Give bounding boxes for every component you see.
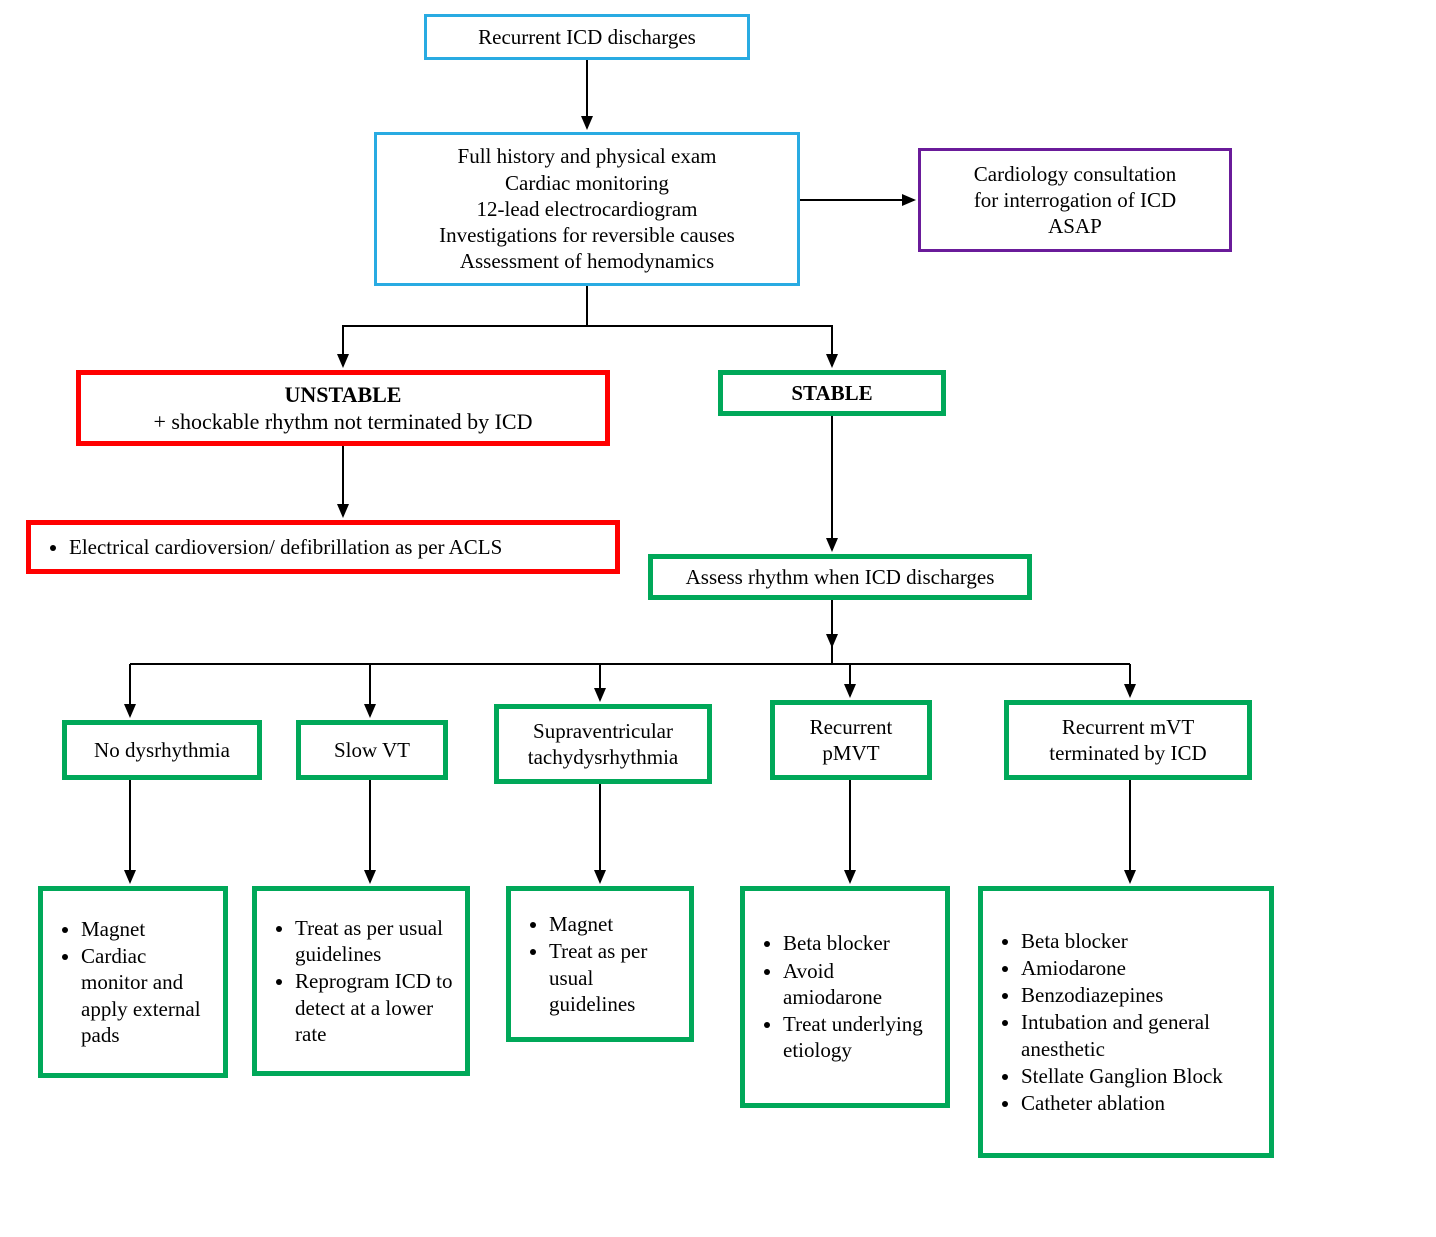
node-text: ASAP: [1048, 213, 1102, 239]
node-bullet: Treat as per usual guidelines: [549, 938, 679, 1017]
flowchart-node-n6: Electrical cardioversion/ defibrillation…: [26, 520, 620, 574]
node-bullet-list: Beta blockerAmiodaroneBenzodiazepinesInt…: [993, 928, 1259, 1117]
node-bullet: Electrical cardioversion/ defibrillation…: [69, 534, 605, 560]
flowchart-node-n9: Slow VT: [296, 720, 448, 780]
node-text: 12-lead electrocardiogram: [477, 196, 698, 222]
node-text: Full history and physical exam: [458, 143, 717, 169]
node-text: for interrogation of ICD: [974, 187, 1176, 213]
flowchart-edge-e3: [343, 286, 587, 366]
node-text: terminated by ICD: [1049, 740, 1206, 766]
flowchart-node-n2: Full history and physical examCardiac mo…: [374, 132, 800, 286]
node-bullet: Avoid amiodarone: [783, 958, 935, 1011]
node-text: Supraventricular: [533, 718, 673, 744]
node-bullet: Amiodarone: [1021, 955, 1259, 981]
node-bullet: Catheter ablation: [1021, 1090, 1259, 1116]
flowchart-canvas: Recurrent ICD discharges Full history and…: [0, 0, 1436, 1237]
node-bullet-list: Treat as per usual guidelinesReprogram I…: [267, 915, 455, 1047]
flowchart-node-n16: Beta blockerAvoid amiodaroneTreat underl…: [740, 886, 950, 1108]
node-bullet: Cardiac monitor and apply external pads: [81, 943, 213, 1048]
node-text: tachydysrhythmia: [528, 744, 678, 770]
flowchart-node-n14: Treat as per usual guidelinesReprogram I…: [252, 886, 470, 1076]
node-bullet: Benzodiazepines: [1021, 982, 1259, 1008]
node-bullet-list: Electrical cardioversion/ defibrillation…: [41, 534, 605, 560]
flowchart-node-n12: Recurrent mVTterminated by ICD: [1004, 700, 1252, 780]
flowchart-node-n3: Cardiology consultationfor interrogation…: [918, 148, 1232, 252]
node-text: No dysrhythmia: [94, 737, 230, 763]
node-text: STABLE: [791, 380, 872, 406]
flowchart-node-n5: STABLE: [718, 370, 946, 416]
node-text: Assess rhythm when ICD discharges: [686, 564, 995, 590]
flowchart-node-n8: No dysrhythmia: [62, 720, 262, 780]
node-text: Cardiology consultation: [974, 161, 1176, 187]
node-bullet: Magnet: [549, 911, 679, 937]
node-bullet-list: MagnetTreat as per usual guidelines: [521, 911, 679, 1017]
node-text: UNSTABLE: [285, 381, 402, 409]
flowchart-node-n4: UNSTABLE+ shockable rhythm not terminate…: [76, 370, 610, 446]
node-text: Recurrent ICD discharges: [478, 24, 696, 50]
node-bullet: Beta blocker: [1021, 928, 1259, 954]
node-text: pMVT: [822, 740, 879, 766]
node-text: Slow VT: [334, 737, 410, 763]
node-bullet: Treat as per usual guidelines: [295, 915, 455, 968]
node-bullet-list: Beta blockerAvoid amiodaroneTreat underl…: [755, 930, 935, 1063]
node-text: Recurrent: [810, 714, 893, 740]
flowchart-node-n7: Assess rhythm when ICD discharges: [648, 554, 1032, 600]
flowchart-node-n15: MagnetTreat as per usual guidelines: [506, 886, 694, 1042]
node-text: Assessment of hemodynamics: [460, 248, 714, 274]
flowchart-node-n1: Recurrent ICD discharges: [424, 14, 750, 60]
flowchart-node-n10: Supraventriculartachydysrhythmia: [494, 704, 712, 784]
node-text: Investigations for reversible causes: [439, 222, 735, 248]
flowchart-node-n17: Beta blockerAmiodaroneBenzodiazepinesInt…: [978, 886, 1274, 1158]
node-bullet: Reprogram ICD to detect at a lower rate: [295, 968, 455, 1047]
node-text: Cardiac monitoring: [505, 170, 669, 196]
node-bullet: Treat underlying etiology: [783, 1011, 935, 1064]
node-bullet: Beta blocker: [783, 930, 935, 956]
node-bullet-list: MagnetCardiac monitor and apply external…: [53, 916, 213, 1048]
flowchart-edge-e4: [587, 286, 832, 366]
node-text: Recurrent mVT: [1062, 714, 1194, 740]
node-bullet: Magnet: [81, 916, 213, 942]
node-text: + shockable rhythm not terminated by ICD: [154, 408, 533, 436]
node-bullet: Stellate Ganglion Block: [1021, 1063, 1259, 1089]
node-bullet: Intubation and general anesthetic: [1021, 1009, 1259, 1062]
flowchart-node-n13: MagnetCardiac monitor and apply external…: [38, 886, 228, 1078]
flowchart-node-n11: RecurrentpMVT: [770, 700, 932, 780]
